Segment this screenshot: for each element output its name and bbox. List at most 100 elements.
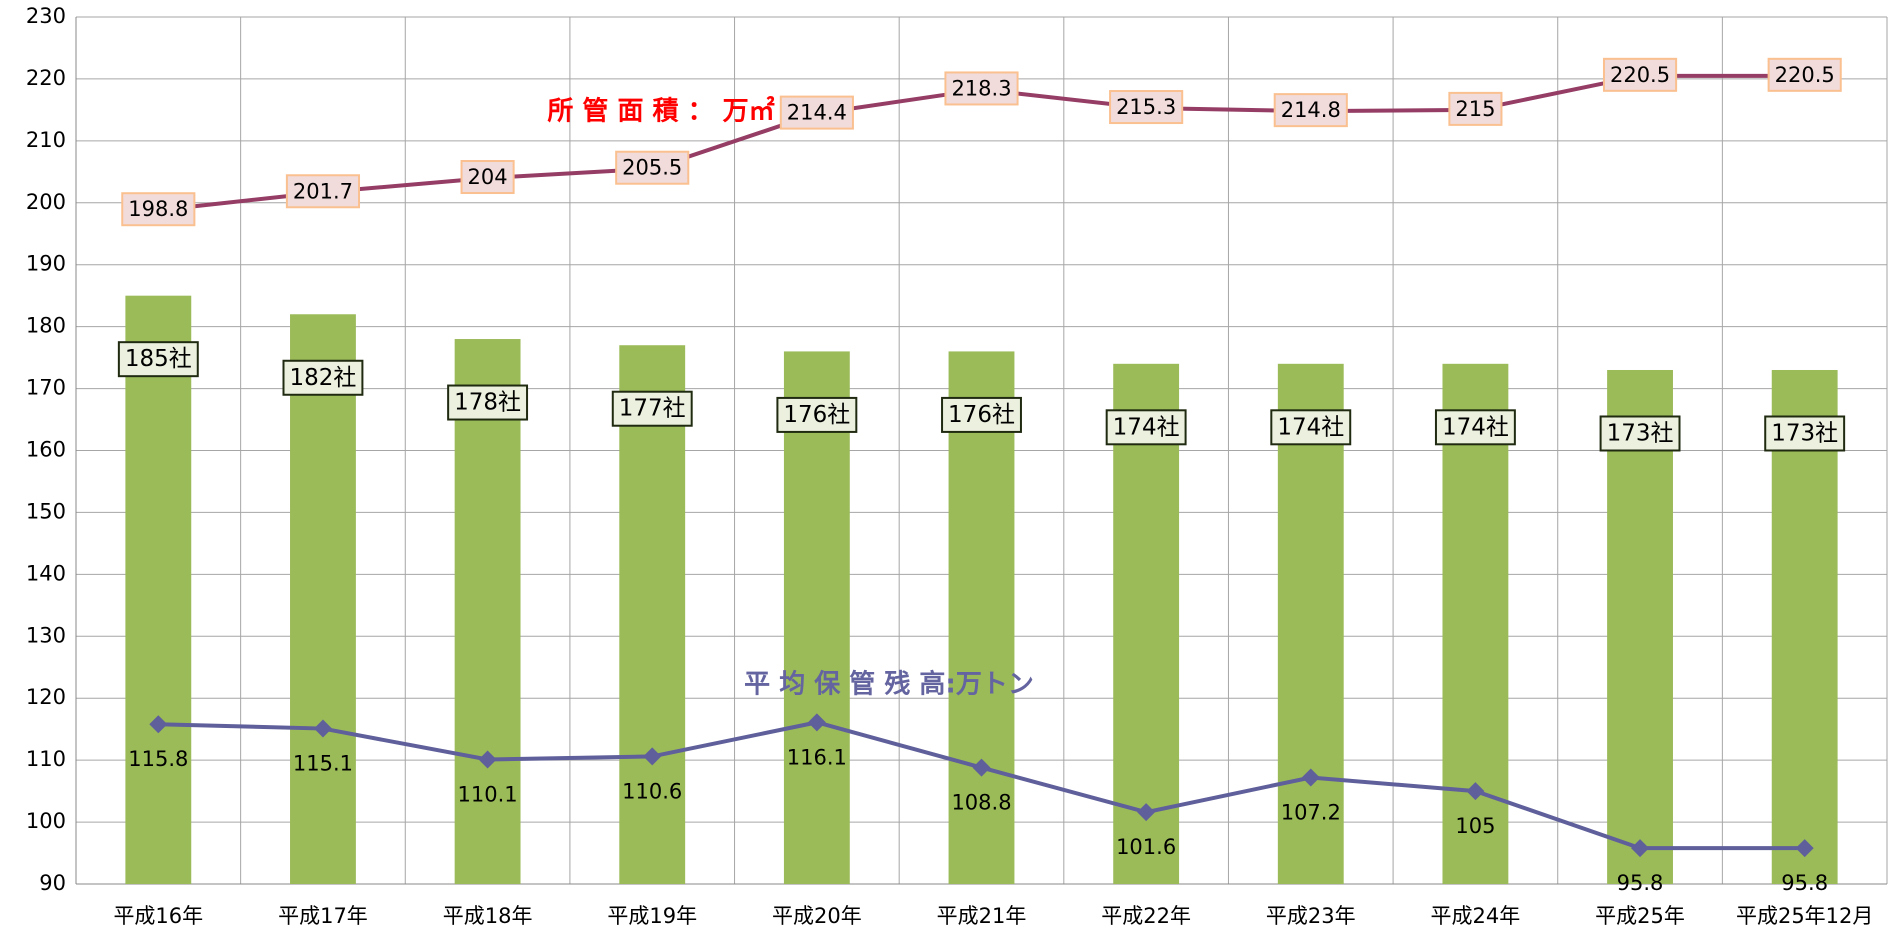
label-box [611,390,693,427]
bar [783,351,850,884]
bar [454,339,521,884]
series-name: 所 管 面 積 ： 万㎡ [547,96,774,127]
x-tick-label: 平成25年12月 [1736,904,1873,928]
data-label: 215.3 [1116,95,1176,119]
label-box [1270,409,1352,446]
data-label: 115.1 [293,752,353,776]
label-box [776,396,858,433]
label-box [447,384,529,421]
label-box [1448,91,1503,126]
x-tick-label: 平成22年 [1101,904,1191,928]
marker [149,715,168,734]
bar [290,314,356,884]
label-box [1599,415,1681,452]
data-label: 185社 [125,346,192,372]
y-tick-label: 190 [26,252,66,276]
data-label: 107.2 [1281,800,1341,824]
y-tick-label: 160 [26,438,66,462]
data-label: 220.5 [1610,63,1670,87]
y-tick-label: 90 [39,871,66,895]
data-label: 218.3 [951,76,1011,100]
data-label: 215 [1455,97,1495,121]
data-label: 174社 [1113,414,1180,440]
label-box [460,160,515,195]
y-tick-label: 170 [26,376,66,400]
label-box [121,192,196,227]
data-label: 204 [468,165,508,189]
marker [1301,768,1320,787]
y-tick-label: 150 [26,499,66,523]
label-box [282,359,364,396]
label-box [285,174,361,209]
marker [643,747,662,766]
marker [1795,839,1814,858]
data-label: 115.8 [128,747,188,771]
data-label: 177社 [619,396,686,422]
data-label: 176社 [948,402,1015,428]
y-tick-label: 180 [26,314,66,338]
data-label: 205.5 [622,156,682,180]
data-label: 110.6 [622,779,682,803]
y-tick-label: 210 [26,128,66,152]
y-tick-label: 110 [26,747,66,771]
x-tick-label: 平成23年 [1266,904,1356,928]
label-box [1105,409,1187,446]
marker [1631,839,1650,858]
bar [1607,369,1673,884]
data-label: 173社 [1607,420,1674,446]
marker [807,713,826,732]
data-label: 178社 [454,390,521,416]
bar [948,351,1015,884]
label-box [944,71,1019,106]
y-tick-label: 140 [26,561,66,585]
bar [1771,369,1838,884]
marker [478,750,497,769]
label-box [1767,57,1842,92]
y-tick-label: 130 [26,623,66,647]
bar [1277,363,1344,884]
data-label: 110.1 [458,783,518,807]
data-label: 174社 [1442,414,1509,440]
data-label: 220.5 [1775,63,1835,87]
bar [619,345,686,884]
label-box [1434,409,1516,446]
label-box [615,150,690,185]
data-label: 176社 [783,402,850,428]
data-label: 105 [1455,814,1495,838]
x-tick-label: 平成18年 [443,904,533,928]
data-label: 173社 [1771,420,1838,446]
series-name: 平 均 保 管 残 高:万トン [744,669,1034,700]
x-tick-label: 平成25年 [1595,904,1685,928]
data-label: 214.8 [1281,98,1341,122]
bar [1113,363,1180,884]
y-tick-label: 220 [26,66,66,90]
y-tick-label: 200 [26,190,66,214]
x-tick-label: 平成20年 [772,904,862,928]
data-label: 108.8 [951,791,1011,815]
data-label: 174社 [1277,414,1344,440]
x-tick-label: 平成19年 [607,904,697,928]
label-box [941,396,1022,433]
data-label: 116.1 [787,745,847,769]
marker [1137,803,1156,822]
data-label: 101.6 [1116,835,1176,859]
data-label: 214.4 [787,101,847,125]
x-tick-label: 平成24年 [1431,904,1521,928]
x-tick-label: 平成17年 [278,904,368,928]
label-box [117,341,199,378]
label-box [779,95,854,130]
y-tick-label: 100 [26,809,66,833]
label-box [1273,93,1348,128]
label-box [1764,415,1846,452]
data-label: 95.8 [1617,871,1664,895]
x-tick-label: 平成16年 [113,904,203,928]
data-label: 95.8 [1781,871,1828,895]
marker [313,719,332,738]
y-tick-label: 120 [26,685,66,709]
y-tick-label: 230 [26,4,66,28]
marker [1466,782,1485,801]
marker [972,758,991,777]
bar [125,295,192,884]
label-box [1602,57,1678,92]
